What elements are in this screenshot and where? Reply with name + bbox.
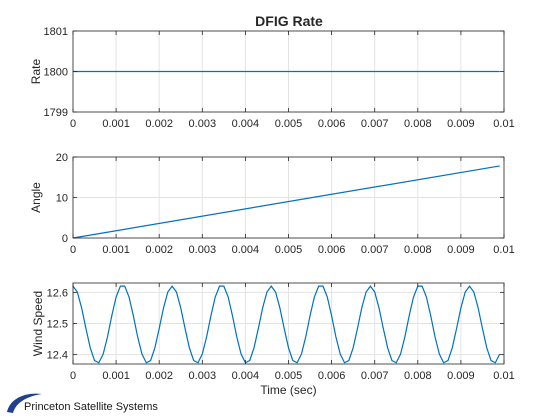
x-tick-label: 0.01 <box>493 244 514 256</box>
x-tick-label: 0.001 <box>102 118 130 130</box>
series-line <box>72 165 500 239</box>
x-tick-label: 0.004 <box>232 118 260 130</box>
x-axis-label: Time (sec) <box>260 383 316 397</box>
x-tick-label: 0.004 <box>232 370 260 382</box>
x-tick-label: 0.001 <box>102 244 130 256</box>
y-tick-label: 12.6 <box>47 287 68 299</box>
x-tick-label: 0.002 <box>145 118 173 130</box>
subplot-wind-speed: 0 0.001 0.002 0.003 0.004 0.005 0.006 0.007 0.00… <box>31 282 515 397</box>
y-tick-label: 10 <box>56 193 68 205</box>
x-tick-label: 0.002 <box>145 244 173 256</box>
x-tick-label: 0.005 <box>275 244 303 256</box>
x-tick-label: 0.01 <box>493 370 514 382</box>
x-tick-label: 0.009 <box>447 244 475 256</box>
x-tick-label: 0.007 <box>361 118 389 130</box>
subplot-angle: 0 0.001 0.002 0.003 0.004 0.005 0.006 0.007 0.00… <box>29 152 515 256</box>
y-axis-label: Wind Speed <box>31 291 45 356</box>
y-tick-label: 1799 <box>44 107 68 119</box>
x-tick-label: 0.009 <box>447 118 475 130</box>
x-tick-label: 0.008 <box>404 244 432 256</box>
x-tick-label: 0 <box>70 118 76 130</box>
x-tick-label: 0.005 <box>275 118 303 130</box>
x-tick-label: 0.006 <box>318 370 346 382</box>
y-tick-label: 20 <box>56 152 68 164</box>
x-tick-label: 0.009 <box>447 370 475 382</box>
series-line <box>72 285 501 364</box>
y-axis-label: Rate <box>29 59 43 85</box>
x-tick-label: 0.003 <box>189 118 217 130</box>
x-tick-label: 0.004 <box>232 244 260 256</box>
x-tick-label: 0.001 <box>102 370 130 382</box>
x-tick-label: 0.006 <box>318 244 346 256</box>
x-tick-label: 0.005 <box>275 370 303 382</box>
x-tick-label: 0.008 <box>404 118 432 130</box>
x-tick-label: 0.01 <box>493 118 514 130</box>
y-axis-label: Angle <box>29 182 43 213</box>
logo-text: Princeton Satellite Systems <box>24 401 158 413</box>
x-tick-label: 0.006 <box>318 118 346 130</box>
logo-swoosh-icon <box>7 393 42 413</box>
x-tick-label: 0.008 <box>404 370 432 382</box>
y-tick-label: 12.5 <box>47 319 68 331</box>
x-tick-label: 0 <box>70 370 76 382</box>
y-tick-label: 1800 <box>44 67 68 79</box>
x-tick-label: 0.003 <box>189 244 217 256</box>
x-tick-label: 0 <box>70 244 76 256</box>
x-tick-label: 0.007 <box>361 370 389 382</box>
y-tick-label: 1801 <box>44 26 68 38</box>
subplot-rate: 0 0.001 0.002 0.003 0.004 0.005 0.006 0.007 0.00… <box>29 26 515 130</box>
x-tick-label: 0.003 <box>189 370 217 382</box>
x-tick-label: 0.002 <box>145 370 173 382</box>
y-tick-label: 12.4 <box>47 350 68 362</box>
chart-title: DFIG Rate <box>255 13 323 29</box>
company-logo: Princeton Satellite Systems <box>4 388 158 418</box>
y-tick-label: 0 <box>62 233 68 245</box>
x-tick-label: 0.007 <box>361 244 389 256</box>
